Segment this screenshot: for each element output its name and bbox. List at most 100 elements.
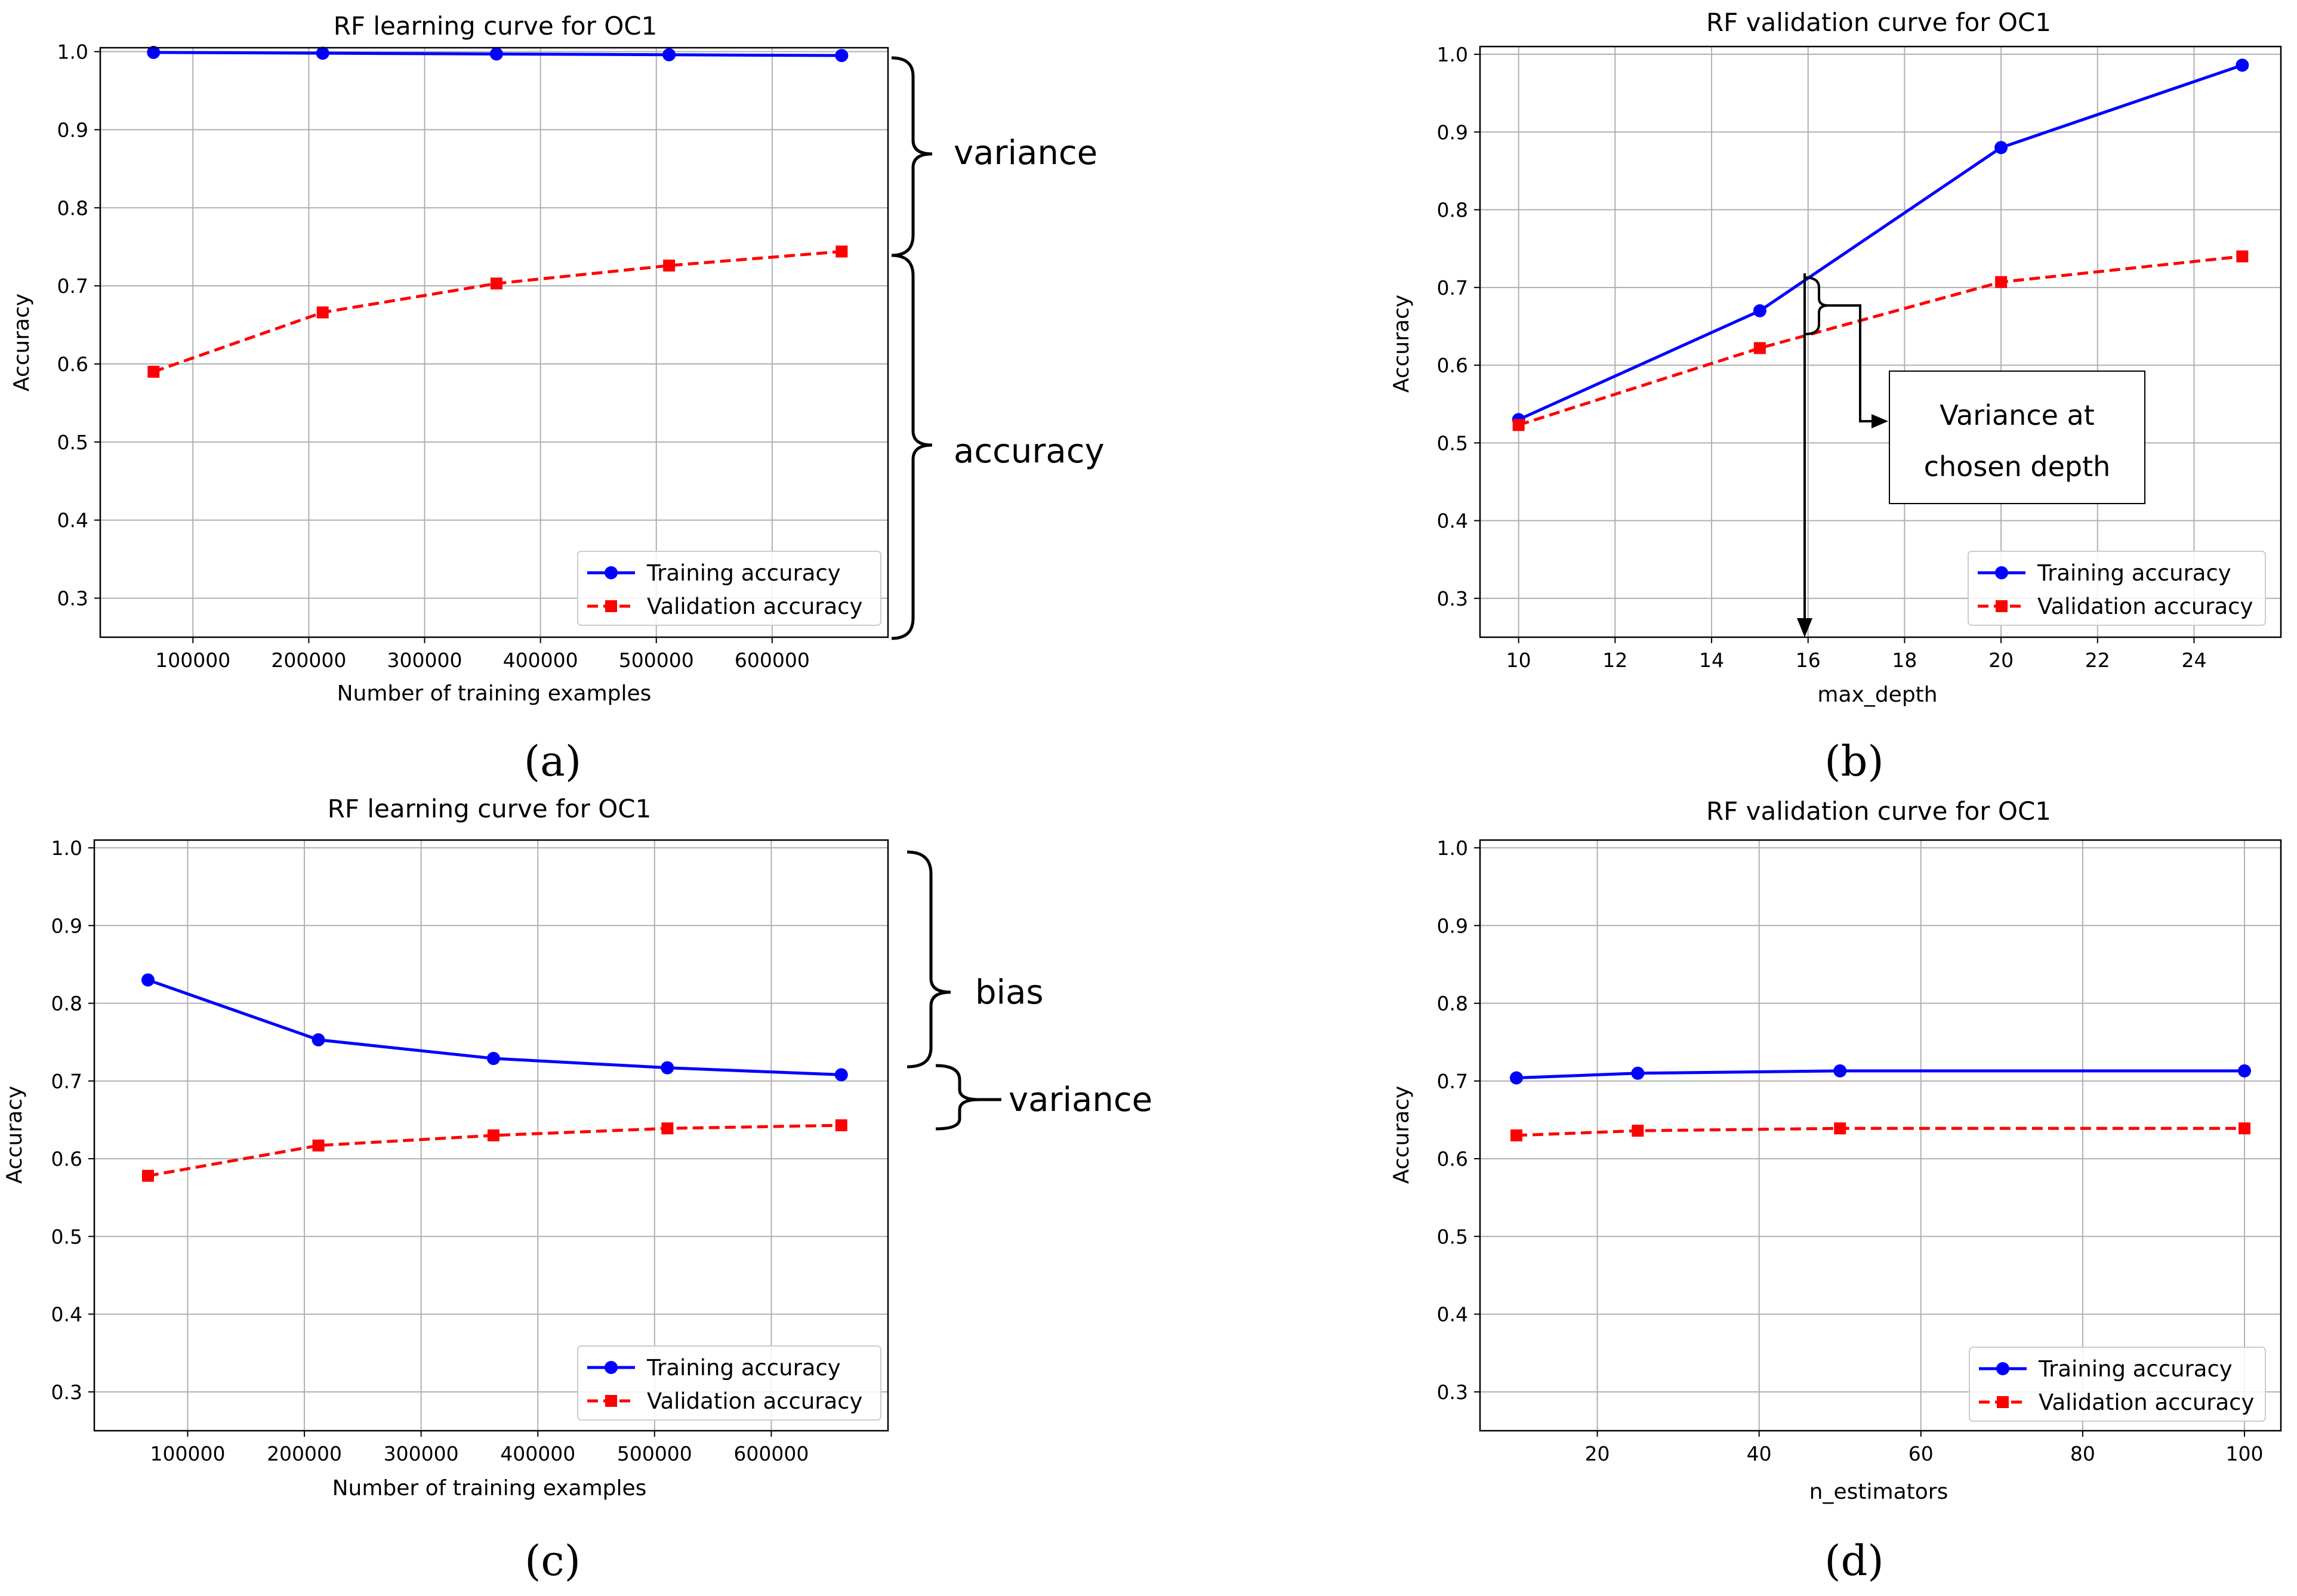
chart-d-ylabel: Accuracy — [1389, 1086, 1414, 1184]
bias-label-c: bias — [975, 973, 1044, 1012]
chart-c-xtick-label-3: 400000 — [500, 1442, 575, 1465]
chart-a-ytick-label-0: 0.3 — [57, 587, 88, 610]
chart-a-frame — [99, 47, 889, 638]
chart-a-series-line-1 — [153, 250, 842, 373]
chart-d-series-line-0 — [1516, 1069, 2244, 1080]
chart-c-point-1-3 — [661, 1122, 674, 1135]
chart-c-ytick-label-4: 0.7 — [51, 1070, 82, 1093]
chart-a-xtick-label-1: 200000 — [271, 649, 346, 672]
chart-a-point-0-1 — [316, 47, 329, 60]
variance-brace-a — [891, 56, 933, 257]
chart-d-ytick-label-0: 0.3 — [1437, 1381, 1468, 1404]
chart-b-panel-label: (b) — [1824, 737, 1883, 786]
chart-b-title: RF validation curve for OC1 — [1706, 8, 2051, 37]
chart-b-point-1-2 — [1995, 276, 2008, 288]
chart-d-xlabel: n_estimators — [1809, 1480, 1948, 1504]
variance-box-line1: Variance at — [1940, 399, 2095, 431]
chart-b-legend-marker-1 — [1996, 600, 2008, 612]
chart-a-ylabel: Accuracy — [10, 294, 34, 391]
accuracy-brace-a — [891, 254, 933, 640]
chart-b-legend-box — [1968, 551, 2266, 626]
variance-box-line2: chosen depth — [1924, 450, 2111, 483]
chart-d-point-1-2 — [1834, 1122, 1846, 1135]
chart-d-legend-marker-0 — [1996, 1362, 2009, 1375]
chart-d-ytick-label-4: 0.7 — [1437, 1070, 1468, 1093]
chart-a-legend-label-0: Training accuracy — [646, 560, 841, 586]
chart-a-ytick-label-2: 0.5 — [57, 431, 88, 454]
chart-c-legend-label-0: Training accuracy — [646, 1355, 841, 1381]
chart-b-frame — [1479, 45, 2282, 638]
chart-c-legend-box — [577, 1345, 881, 1421]
chart-a-legend-marker-0 — [605, 566, 618, 579]
chart-a-ytick-label-3: 0.6 — [57, 353, 88, 376]
chart-c-title: RF learning curve for OC1 — [328, 794, 652, 823]
chart-d-legend-label-0: Training accuracy — [2038, 1356, 2233, 1382]
chart-c-legend-label-1: Validation accuracy — [647, 1388, 862, 1414]
chart-c-ytick-label-6: 0.9 — [51, 914, 82, 937]
chart-d-ytick-label-6: 0.9 — [1437, 914, 1468, 937]
chart-d-legend: Training accuracy Validation accuracy — [1969, 1347, 2266, 1422]
chart-c-point-1-2 — [487, 1129, 500, 1141]
chart-d-legend-label-1: Validation accuracy — [2039, 1390, 2254, 1415]
chart-a: 100000 200000 300000 400000 500000 600000 0.3 0… — [10, 11, 889, 786]
chart-c: 100000 200000 300000 400000 500000 600000 0.3 0… — [2, 794, 889, 1585]
chart-c-point-0-4 — [834, 1068, 848, 1082]
chart-d-ytick-label-1: 0.4 — [1437, 1303, 1468, 1326]
chart-b-ytick-label-4: 0.7 — [1437, 276, 1468, 300]
chart-d-legend-marker-1 — [1997, 1396, 2009, 1408]
chart-a-xtick-label-0: 100000 — [155, 649, 230, 672]
chart-d-xtick-label-3: 80 — [2070, 1442, 2095, 1465]
chart-d-ytick-label-2: 0.5 — [1437, 1225, 1468, 1248]
chart-b-ytick-label-5: 0.8 — [1437, 199, 1468, 222]
chart-d-title: RF validation curve for OC1 — [1706, 797, 2051, 826]
chart-c-panel-label: (c) — [525, 1536, 581, 1585]
chart-c-ytick-label-5: 0.8 — [51, 992, 82, 1015]
chart-b-point-1-0 — [1512, 419, 1525, 431]
annotation-c: bias variance — [907, 850, 1152, 1131]
chart-b-point-1-3 — [2236, 250, 2249, 263]
chart-a-point-0-0 — [147, 45, 161, 59]
chart-a-xlabel: Number of training examples — [337, 681, 652, 706]
chart-b-ytick-label-3: 0.6 — [1437, 354, 1468, 377]
chart-a-xtick-label-3: 400000 — [503, 649, 578, 672]
chart-a-ytick-label-4: 0.7 — [57, 274, 88, 298]
chart-a-point-1-0 — [147, 366, 160, 378]
chart-d-panel-label: (d) — [1824, 1536, 1883, 1585]
chart-c-xtick-label-4: 500000 — [617, 1442, 692, 1465]
chart-a-legend-label-1: Validation accuracy — [647, 594, 862, 619]
chart-c-legend-marker-1 — [605, 1395, 617, 1407]
charts-layer: 100000 200000 300000 400000 500000 600000 0.3 0… — [2, 8, 2282, 1585]
chart-b-xlabel: max_depth — [1817, 683, 1937, 707]
chart-b-ytick-label-6: 0.9 — [1437, 121, 1468, 144]
chart-a-point-0-3 — [662, 48, 676, 61]
chart-a-ytick-label-5: 0.8 — [57, 196, 88, 220]
chart-c-xtick-label-5: 600000 — [733, 1442, 809, 1465]
chart-d-ytick-label-3: 0.6 — [1437, 1147, 1468, 1171]
chart-c-point-0-0 — [141, 973, 155, 987]
annotation-b: Variance at chosen depth — [1797, 273, 2145, 637]
chart-c-legend-marker-0 — [605, 1361, 618, 1374]
chart-c-ytick-label-7: 1.0 — [51, 836, 82, 860]
chart-b-xtick-label-3: 16 — [1796, 649, 1821, 672]
chart-a-point-1-2 — [490, 277, 502, 290]
chart-c-ytick-label-2: 0.5 — [51, 1225, 82, 1248]
chart-d-xtick-label-1: 40 — [1747, 1442, 1772, 1465]
accuracy-label-a: accuracy — [954, 432, 1105, 471]
chart-b-series-line-0 — [1518, 63, 2243, 421]
chart-c-ytick-label-3: 0.6 — [51, 1147, 82, 1171]
chart-c-point-0-3 — [661, 1061, 674, 1075]
chart-d-point-1-3 — [2239, 1122, 2250, 1135]
chart-b-point-0-3 — [2236, 58, 2249, 72]
chart-b-series-line-1 — [1518, 255, 2243, 427]
chart-c-xtick-label-2: 300000 — [384, 1442, 459, 1465]
chart-a-legend: Training accuracy Validation accuracy — [577, 551, 881, 626]
chart-d-ytick-label-7: 1.0 — [1437, 836, 1468, 860]
chart-b-xtick-label-2: 14 — [1699, 649, 1724, 672]
chart-b-point-1-1 — [1753, 342, 1766, 354]
chart-a-panel-label: (a) — [524, 737, 581, 786]
variance-label-a: variance — [954, 134, 1097, 172]
chart-a-legend-marker-1 — [605, 600, 617, 612]
chart-b-xtick-label-0: 10 — [1506, 649, 1531, 672]
chart-b-point-0-2 — [1994, 141, 2008, 155]
variance-label-c: variance — [1009, 1081, 1152, 1119]
